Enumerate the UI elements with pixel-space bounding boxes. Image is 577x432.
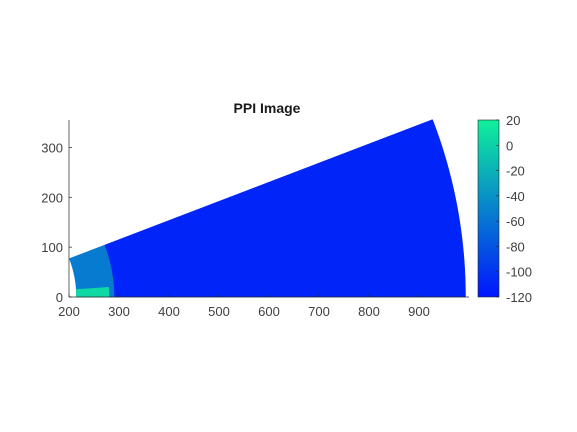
plot-area [69, 119, 466, 298]
x-tick-label: 300 [108, 304, 130, 319]
colorbar-tick-label: -100 [506, 265, 532, 280]
x-tick-label: 700 [308, 304, 330, 319]
colorbar-tick-label: 20 [506, 113, 520, 128]
x-tick-label: 900 [408, 304, 430, 319]
colorbar-tick-label: -40 [506, 189, 525, 204]
x-axis: 200 300 400 500 600 700 800 900 [58, 294, 469, 319]
colorbar-tick-label: -120 [506, 290, 532, 305]
heatmap-region-far-range [104, 119, 466, 298]
chart-title: PPI Image [234, 100, 301, 116]
colorbar-tick-label: 0 [506, 138, 513, 153]
x-tick-label: 800 [358, 304, 380, 319]
x-tick-label: 200 [58, 304, 80, 319]
colorbar-tick-label: -60 [506, 214, 525, 229]
colorbar-ticks: 20 0 -20 -40 -60 -80 -100 -120 [496, 113, 532, 305]
colorbar-tick-label: -20 [506, 164, 525, 179]
y-tick-label: 100 [41, 240, 63, 255]
colorbar: 20 0 -20 -40 -60 -80 -100 -120 [477, 113, 532, 305]
x-tick-label: 400 [158, 304, 180, 319]
heatmap-region-near-range [69, 244, 115, 298]
colorbar-gradient [477, 119, 500, 298]
y-axis: 0 100 200 300 [41, 120, 72, 305]
y-tick-label: 200 [41, 190, 63, 205]
heatmap-region-near-range-bright-patch [75, 286, 110, 298]
y-tick-label: 300 [41, 140, 63, 155]
x-tick-label: 600 [258, 304, 280, 319]
colorbar-tick-label: -80 [506, 239, 525, 254]
y-tick-label: 0 [56, 290, 63, 305]
x-tick-label: 500 [208, 304, 230, 319]
